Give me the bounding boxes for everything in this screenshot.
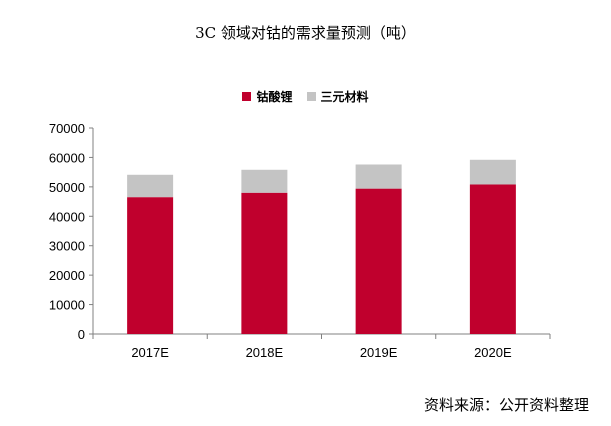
bar-series-2 [469,159,516,185]
chart-title: 3C 领域对钴的需求量预测（吨） [195,24,416,42]
x-tick-label: 2020E [474,345,512,360]
bar-series-2 [127,174,174,198]
bar-series-2 [241,169,288,193]
bar-series-1 [127,197,174,334]
y-tick-label: 0 [78,327,85,342]
legend-label-series-2: 三元材料 [320,90,369,104]
y-tick-label: 20000 [49,268,85,283]
bar-series-1 [469,184,516,334]
x-tick-label: 2019E [360,345,398,360]
legend-swatch-series-2 [306,92,316,101]
y-tick-label: 40000 [49,209,85,224]
y-tick-label: 70000 [49,121,85,136]
y-tick-label: 60000 [49,150,85,165]
legend: 钴酸锂 三元材料 [0,88,611,105]
y-tick-label: 50000 [49,180,85,195]
bar-series-1 [355,188,402,334]
legend-item-series-2: 三元材料 [306,88,369,105]
y-tick-label: 30000 [49,239,85,254]
x-tick-label: 2018E [246,345,284,360]
source-note: 资料来源：公开资料整理 [423,396,589,414]
legend-swatch-series-1 [242,92,252,101]
y-tick-label: 10000 [49,298,85,313]
legend-item-series-1: 钴酸锂 [242,88,293,105]
bar-series-1 [241,192,288,334]
legend-label-series-1: 钴酸锂 [256,90,293,104]
x-tick-label: 2017E [131,345,169,360]
bar-series-2 [355,164,402,189]
